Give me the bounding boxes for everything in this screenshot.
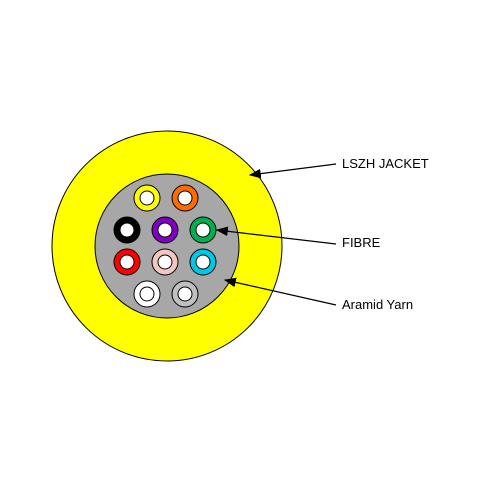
fibre-inner-5	[120, 255, 134, 269]
fibre-inner-4	[196, 223, 210, 237]
fibre-inner-6	[158, 255, 172, 269]
callout-label-1: FIBRE	[342, 235, 381, 250]
cable-cross-section-diagram: LSZH JACKET FIBRE Aramid Yarn	[0, 0, 500, 500]
fibre-inner-2	[120, 223, 134, 237]
callout-arrow-0	[250, 164, 336, 175]
callout-label-0: LSZH JACKET	[342, 156, 429, 171]
fibre-inner-7	[196, 255, 210, 269]
fibre-inner-8	[140, 287, 154, 301]
fibre-inner-3	[158, 223, 172, 237]
fibre-inner-9	[178, 287, 192, 301]
fibre-inner-0	[140, 191, 154, 205]
callout-label-2: Aramid Yarn	[342, 297, 413, 312]
aramid-yarn-core	[95, 174, 239, 318]
fibre-inner-1	[178, 191, 192, 205]
